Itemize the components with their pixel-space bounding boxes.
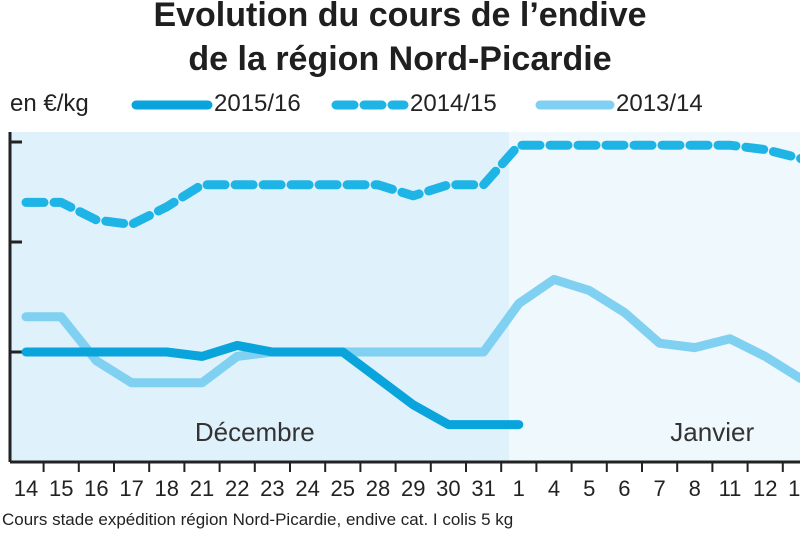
x-tick-label-13: 31	[471, 476, 495, 501]
series-line-0	[21, 340, 524, 430]
x-tick-label-7: 23	[260, 476, 284, 501]
x-tick-label-4: 18	[155, 476, 179, 501]
y-unit-label: en €/kg	[10, 90, 89, 117]
chart-title-line-1: Evolution du cours de l’endive	[153, 0, 647, 34]
x-tick-label-17: 6	[618, 476, 630, 501]
x-tick-label-11: 29	[401, 476, 425, 501]
bg-january	[509, 132, 800, 462]
series-line-1	[21, 140, 800, 229]
month-label-0: Décembre	[195, 417, 315, 447]
x-tick-label-18: 7	[653, 476, 665, 501]
x-tick-label-15: 4	[548, 476, 560, 501]
x-tick-label-19: 8	[689, 476, 701, 501]
x-tick-label-16: 5	[583, 476, 595, 501]
x-tick-label-10: 28	[366, 476, 390, 501]
x-tick-label-0: 14	[14, 476, 38, 501]
month-label-1: Janvier	[670, 417, 754, 447]
x-tick-label-22: 13	[788, 476, 800, 501]
chart-caption: Cours stade expédition région Nord-Picar…	[2, 510, 514, 529]
x-tick-label-12: 30	[436, 476, 460, 501]
x-tick-label-9: 25	[331, 476, 355, 501]
x-tick-label-6: 22	[225, 476, 249, 501]
chart-title-line-2: de la région Nord-Picardie	[188, 40, 612, 78]
legend-swatches	[131, 100, 615, 110]
x-tick-label-8: 24	[295, 476, 319, 501]
x-tick-label-14: 1	[513, 476, 525, 501]
x-tick-label-5: 21	[190, 476, 214, 501]
legend: en €/kg 2015/16 2014/15 2013/14	[0, 88, 800, 128]
legend-label-2014-15: 2014/15	[410, 90, 497, 117]
legend-label-2015-16: 2015/16	[214, 90, 301, 117]
series-line-2	[21, 274, 800, 388]
x-tick-label-2: 16	[84, 476, 108, 501]
x-tick-label-3: 17	[119, 476, 143, 501]
x-tick-label-21: 12	[753, 476, 777, 501]
x-tick-label-20: 11	[719, 476, 742, 501]
x-tick-label-1: 15	[49, 476, 73, 501]
legend-label-2013-14: 2013/14	[616, 90, 703, 117]
